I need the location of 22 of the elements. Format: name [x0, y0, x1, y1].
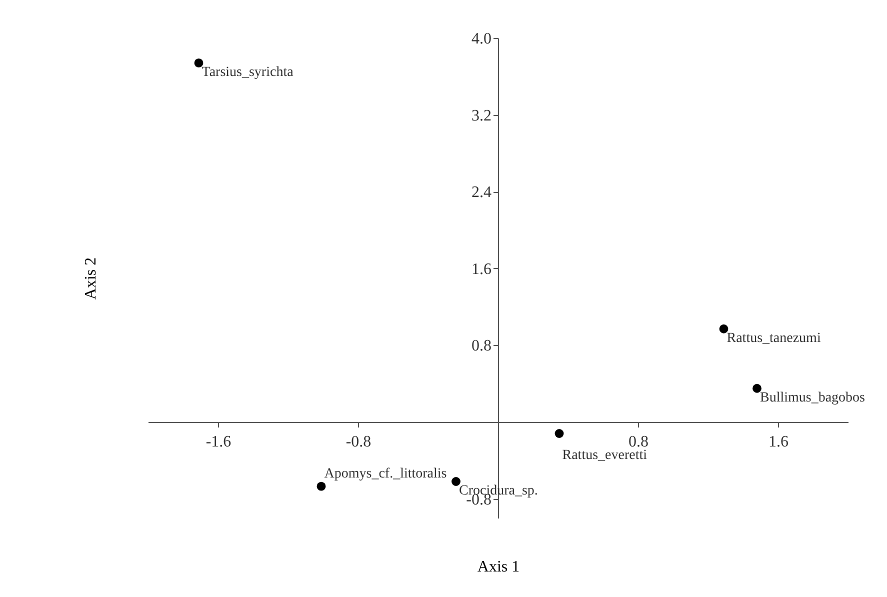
x-tick-label: 0.8 [628, 434, 648, 450]
point [316, 482, 326, 491]
annotation: Rattus_tanezumi [726, 330, 821, 346]
point [752, 384, 762, 393]
x-axis-title: Axis 1 [477, 558, 520, 576]
y-tick-label: 3.2 [472, 107, 492, 124]
annotation: Apomys_cf._littoralis [324, 466, 447, 482]
x-tick-label: 1.6 [768, 434, 788, 450]
annotation: Rattus_everetti [562, 448, 648, 463]
point [554, 429, 564, 438]
y-tick-label: 4.0 [472, 30, 492, 48]
point [719, 324, 728, 334]
y-tick-label: 2.4 [472, 184, 492, 202]
annotation: Tarsius_syrichta [202, 64, 294, 80]
x-tick-label: -0.8 [346, 434, 372, 450]
annotation: Bullimus_bagobos [760, 390, 866, 406]
y-axis-title: Axis 2 [82, 257, 100, 300]
point [194, 58, 204, 68]
y-tick-label: 0.8 [472, 338, 492, 355]
x-tick-label: -1.6 [206, 434, 232, 450]
point [452, 477, 460, 486]
y-tick-label: 1.6 [472, 260, 492, 278]
